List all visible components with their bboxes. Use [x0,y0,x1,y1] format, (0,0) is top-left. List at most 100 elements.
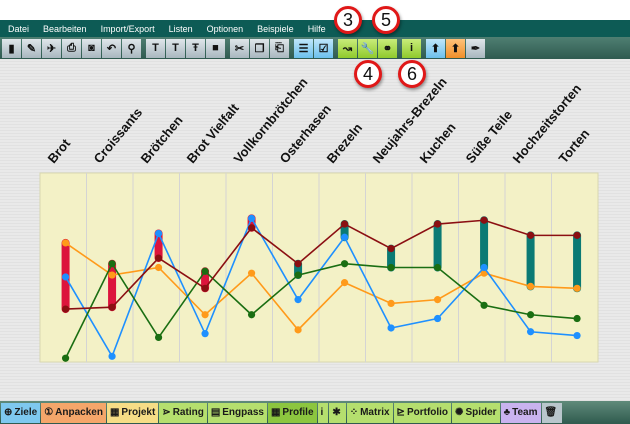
menu-bar: Datei Bearbeiten Import/Export Listen Option… [0,20,630,37]
data-point [480,301,488,309]
tab-trash[interactable]: 🗑 [541,402,563,423]
checkbox-icon: ☑ [318,42,329,55]
upload-orange-icon: ⬆ [450,42,461,55]
data-point [387,245,395,253]
comment-button[interactable]: ☰ [294,38,313,58]
text-strike-button[interactable]: Ŧ [186,38,205,58]
trash-icon: 🗑 [544,407,558,418]
data-point [247,214,256,222]
curve-button[interactable]: ↝ [338,38,357,58]
tab-projekt[interactable]: ▦ Projekt [106,402,159,423]
link-icon: ⚭ [382,42,393,55]
tab-label: Team [512,407,538,418]
text-italic-button[interactable]: T [166,38,185,58]
text-italic-icon: T [172,42,179,54]
data-point [108,271,116,279]
tab-team[interactable]: ♣ Team [500,402,541,423]
data-point [61,354,70,362]
tab-info[interactable]: i [317,402,329,423]
tools-icon: ✈ [46,42,57,55]
data-point [294,260,302,268]
wrench-button[interactable]: 🔧 [358,38,377,58]
data-point [154,229,163,238]
data-point [294,326,302,334]
tab-profile[interactable]: ▦ Profile [267,402,317,423]
data-point [108,303,116,311]
copy-button[interactable]: ❐ [250,38,269,58]
tab-portfolio[interactable]: ⊵ Portfolio [393,402,452,423]
series-line-0 [65,242,578,332]
upload-orange-button[interactable]: ⬆ [446,38,465,58]
data-point [61,305,70,313]
tab-label: Projekt [121,407,156,418]
camera-icon: ◙ [88,42,95,54]
tab-spider[interactable]: ✺ Spider [452,402,500,423]
data-point [154,254,163,262]
tab-asterisk[interactable]: ✱ [329,402,346,423]
data-point [201,330,209,338]
series-line-3 [65,219,578,310]
number-one-icon: ① [44,407,54,418]
menu-bearbeiten[interactable]: Bearbeiten [43,23,87,34]
print-button[interactable]: ⎙ [62,38,81,58]
checkbox-button[interactable]: ☑ [314,38,333,58]
info-icon: i [409,42,414,54]
menu-optionen[interactable]: Optionen [206,23,244,34]
zoom-icon: ⚲ [127,42,136,55]
open-button[interactable]: ✎ [22,38,41,58]
cut-button[interactable]: ✂ [230,38,249,58]
callout-5: 5 [372,6,400,34]
menu-importexport[interactable]: Import/Export [100,23,155,34]
open-icon: ✎ [26,42,37,55]
pen-button[interactable]: ✒ [466,38,485,58]
data-point [526,328,535,336]
project-icon: ▦ [109,407,120,418]
zoom-button[interactable]: ⚲ [122,38,141,58]
new-file-button[interactable]: ▮ [2,38,21,58]
tab-label: Ziele [14,407,38,418]
tab-label: Rating [172,407,204,418]
paste-button[interactable]: ⎗ [270,38,289,58]
menu-listen[interactable]: Listen [168,23,193,34]
cut-icon: ✂ [234,42,245,55]
data-point [154,333,163,342]
color-button[interactable]: ■ [206,38,225,58]
tab-matrix[interactable]: ⁘ Matrix [346,402,393,423]
data-point [480,269,488,277]
menu-hilfe[interactable]: Hilfe [307,23,326,34]
tab-ziele[interactable]: ⊕ Ziele [1,402,41,423]
new-file-icon: ▮ [8,42,15,55]
profile-icon: ▦ [270,407,281,418]
data-point [340,220,349,228]
info-button[interactable]: i [402,38,421,58]
tab-label: Anpacken [55,407,103,418]
data-point [201,311,209,319]
undo-button[interactable]: ↶ [102,38,121,58]
text-bold-button[interactable]: T [146,38,165,58]
team-icon: ♣ [503,407,511,418]
data-point [61,239,70,247]
tools-button[interactable]: ✈ [42,38,61,58]
color-icon: ■ [212,42,219,54]
camera-button[interactable]: ◙ [82,38,101,58]
tab-anpacken[interactable]: ① Anpacken [41,402,106,423]
tab-rating[interactable]: ⋗ Rating [159,402,207,423]
tab-engpass[interactable]: ▤ Engpass [207,402,267,423]
callout-3: 3 [334,6,362,34]
link-button[interactable]: ⚭ [378,38,397,58]
data-point [433,296,442,304]
data-point [340,279,349,287]
data-point [433,314,442,323]
data-point [387,299,395,308]
menu-beispiele[interactable]: Beispiele [257,23,294,34]
data-point [526,311,535,319]
data-point [61,273,70,281]
data-point [247,269,256,277]
data-point [526,282,535,290]
series-line-2 [64,262,578,359]
data-point [201,284,209,292]
wrench-icon: 🔧 [360,42,375,55]
menu-datei[interactable]: Datei [8,23,30,34]
upload-blue-button[interactable]: ⬆ [426,38,445,58]
tab-label: Matrix [360,407,390,418]
